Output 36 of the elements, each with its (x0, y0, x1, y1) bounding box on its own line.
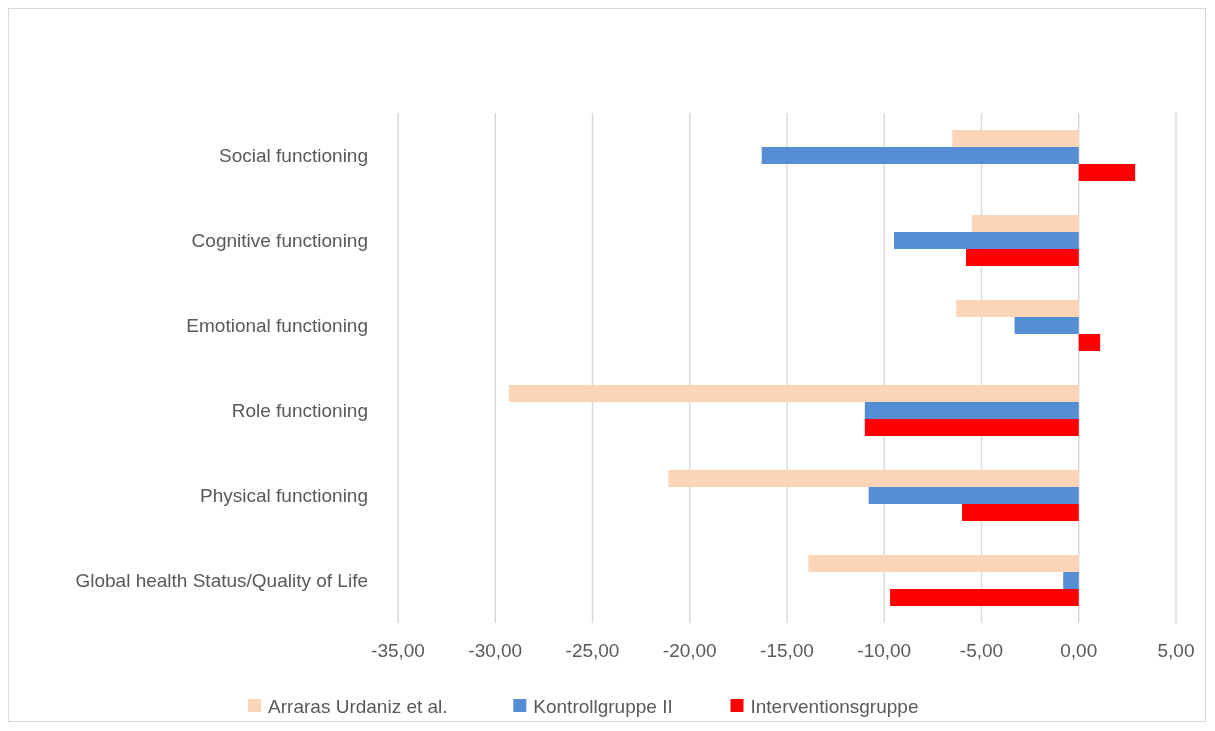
y-tick-label: Global health Status/Quality of Life (75, 570, 368, 592)
x-tick-label: 0,00 (1060, 640, 1098, 661)
bar (761, 147, 1079, 164)
bar (868, 487, 1079, 504)
bar (864, 402, 1079, 419)
bar (965, 249, 1079, 266)
y-tick-label: Social functioning (219, 145, 368, 167)
x-tick-label: -25,00 (565, 640, 620, 661)
x-tick-label: -15,00 (760, 640, 814, 661)
bar (808, 555, 1079, 572)
x-tick-label: -35,00 (371, 640, 425, 661)
x-tick-label: -30,00 (468, 640, 523, 661)
y-tick-label: Cognitive functioning (191, 230, 368, 252)
bar (956, 300, 1079, 317)
x-tick-label: -5,00 (959, 640, 1004, 661)
bar (971, 215, 1079, 232)
y-tick-label: Role functioning (231, 400, 368, 422)
bar (508, 385, 1079, 402)
legend-label: Kontrollgruppe II (533, 695, 673, 717)
bar (1063, 572, 1079, 589)
y-tick-label: Physical functioning (200, 485, 368, 507)
x-tick-label: -20,00 (662, 640, 717, 661)
bar (952, 130, 1079, 147)
bar (893, 232, 1079, 249)
legend-label: Interventionsgruppe (750, 695, 919, 717)
bar (890, 589, 1079, 606)
legend-label: Arraras Urdaniz et al. (268, 695, 448, 717)
bar (1014, 317, 1079, 334)
bar (864, 419, 1079, 436)
x-tick-label: -10,00 (857, 640, 912, 661)
bar (962, 504, 1079, 521)
bar (1078, 164, 1136, 181)
x-tick-label: 5,00 (1157, 640, 1195, 661)
bar (668, 470, 1079, 487)
bar (1078, 334, 1101, 351)
y-tick-label: Emotional functioning (186, 315, 368, 337)
